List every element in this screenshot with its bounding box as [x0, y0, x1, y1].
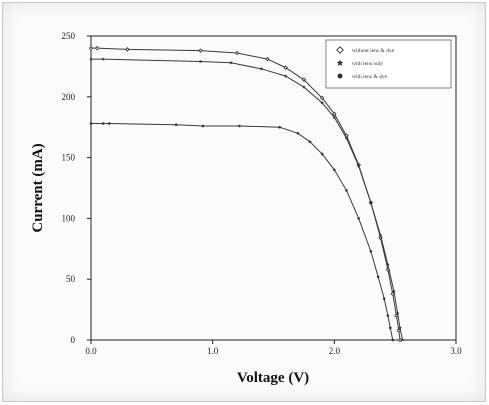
- data-point: [332, 115, 337, 120]
- x-tick-label: 0.0: [85, 346, 97, 356]
- data-point: [259, 66, 264, 71]
- series-layer: [88, 45, 405, 343]
- data-point: [283, 74, 288, 78]
- legend-marker: [337, 73, 343, 79]
- data-point: [386, 314, 390, 317]
- legend-label: with lens & dye: [352, 74, 388, 80]
- series-2: [89, 57, 405, 342]
- axis-ticks: 0.0 1.0 2.0 3.0 0 50 100 150 200 250: [62, 31, 463, 356]
- legend-label: with lens only: [352, 61, 383, 67]
- data-point: [89, 122, 93, 125]
- data-point: [378, 233, 383, 238]
- data-point: [296, 132, 300, 135]
- data-point: [397, 337, 403, 343]
- data-point: [198, 48, 203, 53]
- series-line: [91, 58, 403, 341]
- data-point: [333, 168, 336, 172]
- data-point: [320, 100, 325, 105]
- data-point: [319, 95, 325, 101]
- series-1: [88, 45, 403, 343]
- plot-area: [90, 35, 457, 341]
- legend-label: without lens & dye: [352, 48, 395, 54]
- series-line: [91, 123, 394, 341]
- y-tick-label: 200: [62, 92, 76, 102]
- series-3: [89, 122, 395, 342]
- x-tick-label: 2.0: [329, 346, 341, 356]
- data-point: [302, 85, 306, 89]
- data-point: [301, 77, 307, 83]
- data-point: [101, 122, 105, 125]
- data-point: [369, 249, 373, 253]
- legend-marker: [336, 59, 344, 66]
- y-tick-label: 50: [66, 274, 76, 284]
- data-point: [125, 47, 130, 52]
- data-point: [265, 56, 270, 62]
- data-point: [332, 111, 337, 117]
- legend-box: [325, 39, 452, 89]
- data-point: [101, 57, 106, 61]
- data-point: [357, 217, 360, 220]
- data-point: [107, 122, 111, 125]
- data-point: [391, 338, 395, 342]
- data-point: [382, 297, 386, 300]
- legend-marker: [336, 46, 344, 54]
- data-point: [278, 125, 281, 129]
- data-point: [398, 325, 402, 330]
- data-point: [385, 262, 390, 267]
- data-point: [238, 124, 241, 128]
- data-point: [283, 65, 288, 70]
- data-point: [344, 136, 349, 140]
- data-point: [88, 45, 94, 51]
- y-tick-label: 100: [62, 213, 76, 223]
- y-tick-label: 0: [71, 335, 76, 345]
- data-point: [395, 311, 400, 315]
- data-point: [234, 50, 240, 56]
- x-tick-label: 3.0: [450, 346, 462, 356]
- legend: without lens & dye with lens only with len…: [325, 39, 452, 89]
- y-axis-title: Current (mA): [30, 143, 46, 232]
- data-point: [392, 289, 396, 293]
- data-point: [229, 60, 233, 65]
- data-point: [94, 45, 100, 51]
- x-axis-title: Voltage (V): [237, 370, 309, 386]
- data-point: [198, 59, 203, 64]
- data-point: [320, 152, 324, 156]
- data-point: [174, 123, 178, 127]
- data-point: [356, 164, 361, 168]
- data-point: [376, 275, 380, 279]
- data-point: [308, 140, 312, 144]
- data-point: [201, 124, 205, 128]
- y-tick-label: 150: [62, 153, 76, 163]
- series-line: [91, 47, 401, 341]
- x-tick-label: 1.0: [207, 346, 219, 356]
- y-tick-label: 250: [62, 31, 76, 41]
- data-point: [396, 328, 402, 333]
- data-point: [368, 200, 373, 205]
- data-point: [389, 326, 392, 330]
- data-point: [400, 338, 405, 342]
- data-point: [89, 57, 93, 61]
- data-point: [345, 189, 348, 192]
